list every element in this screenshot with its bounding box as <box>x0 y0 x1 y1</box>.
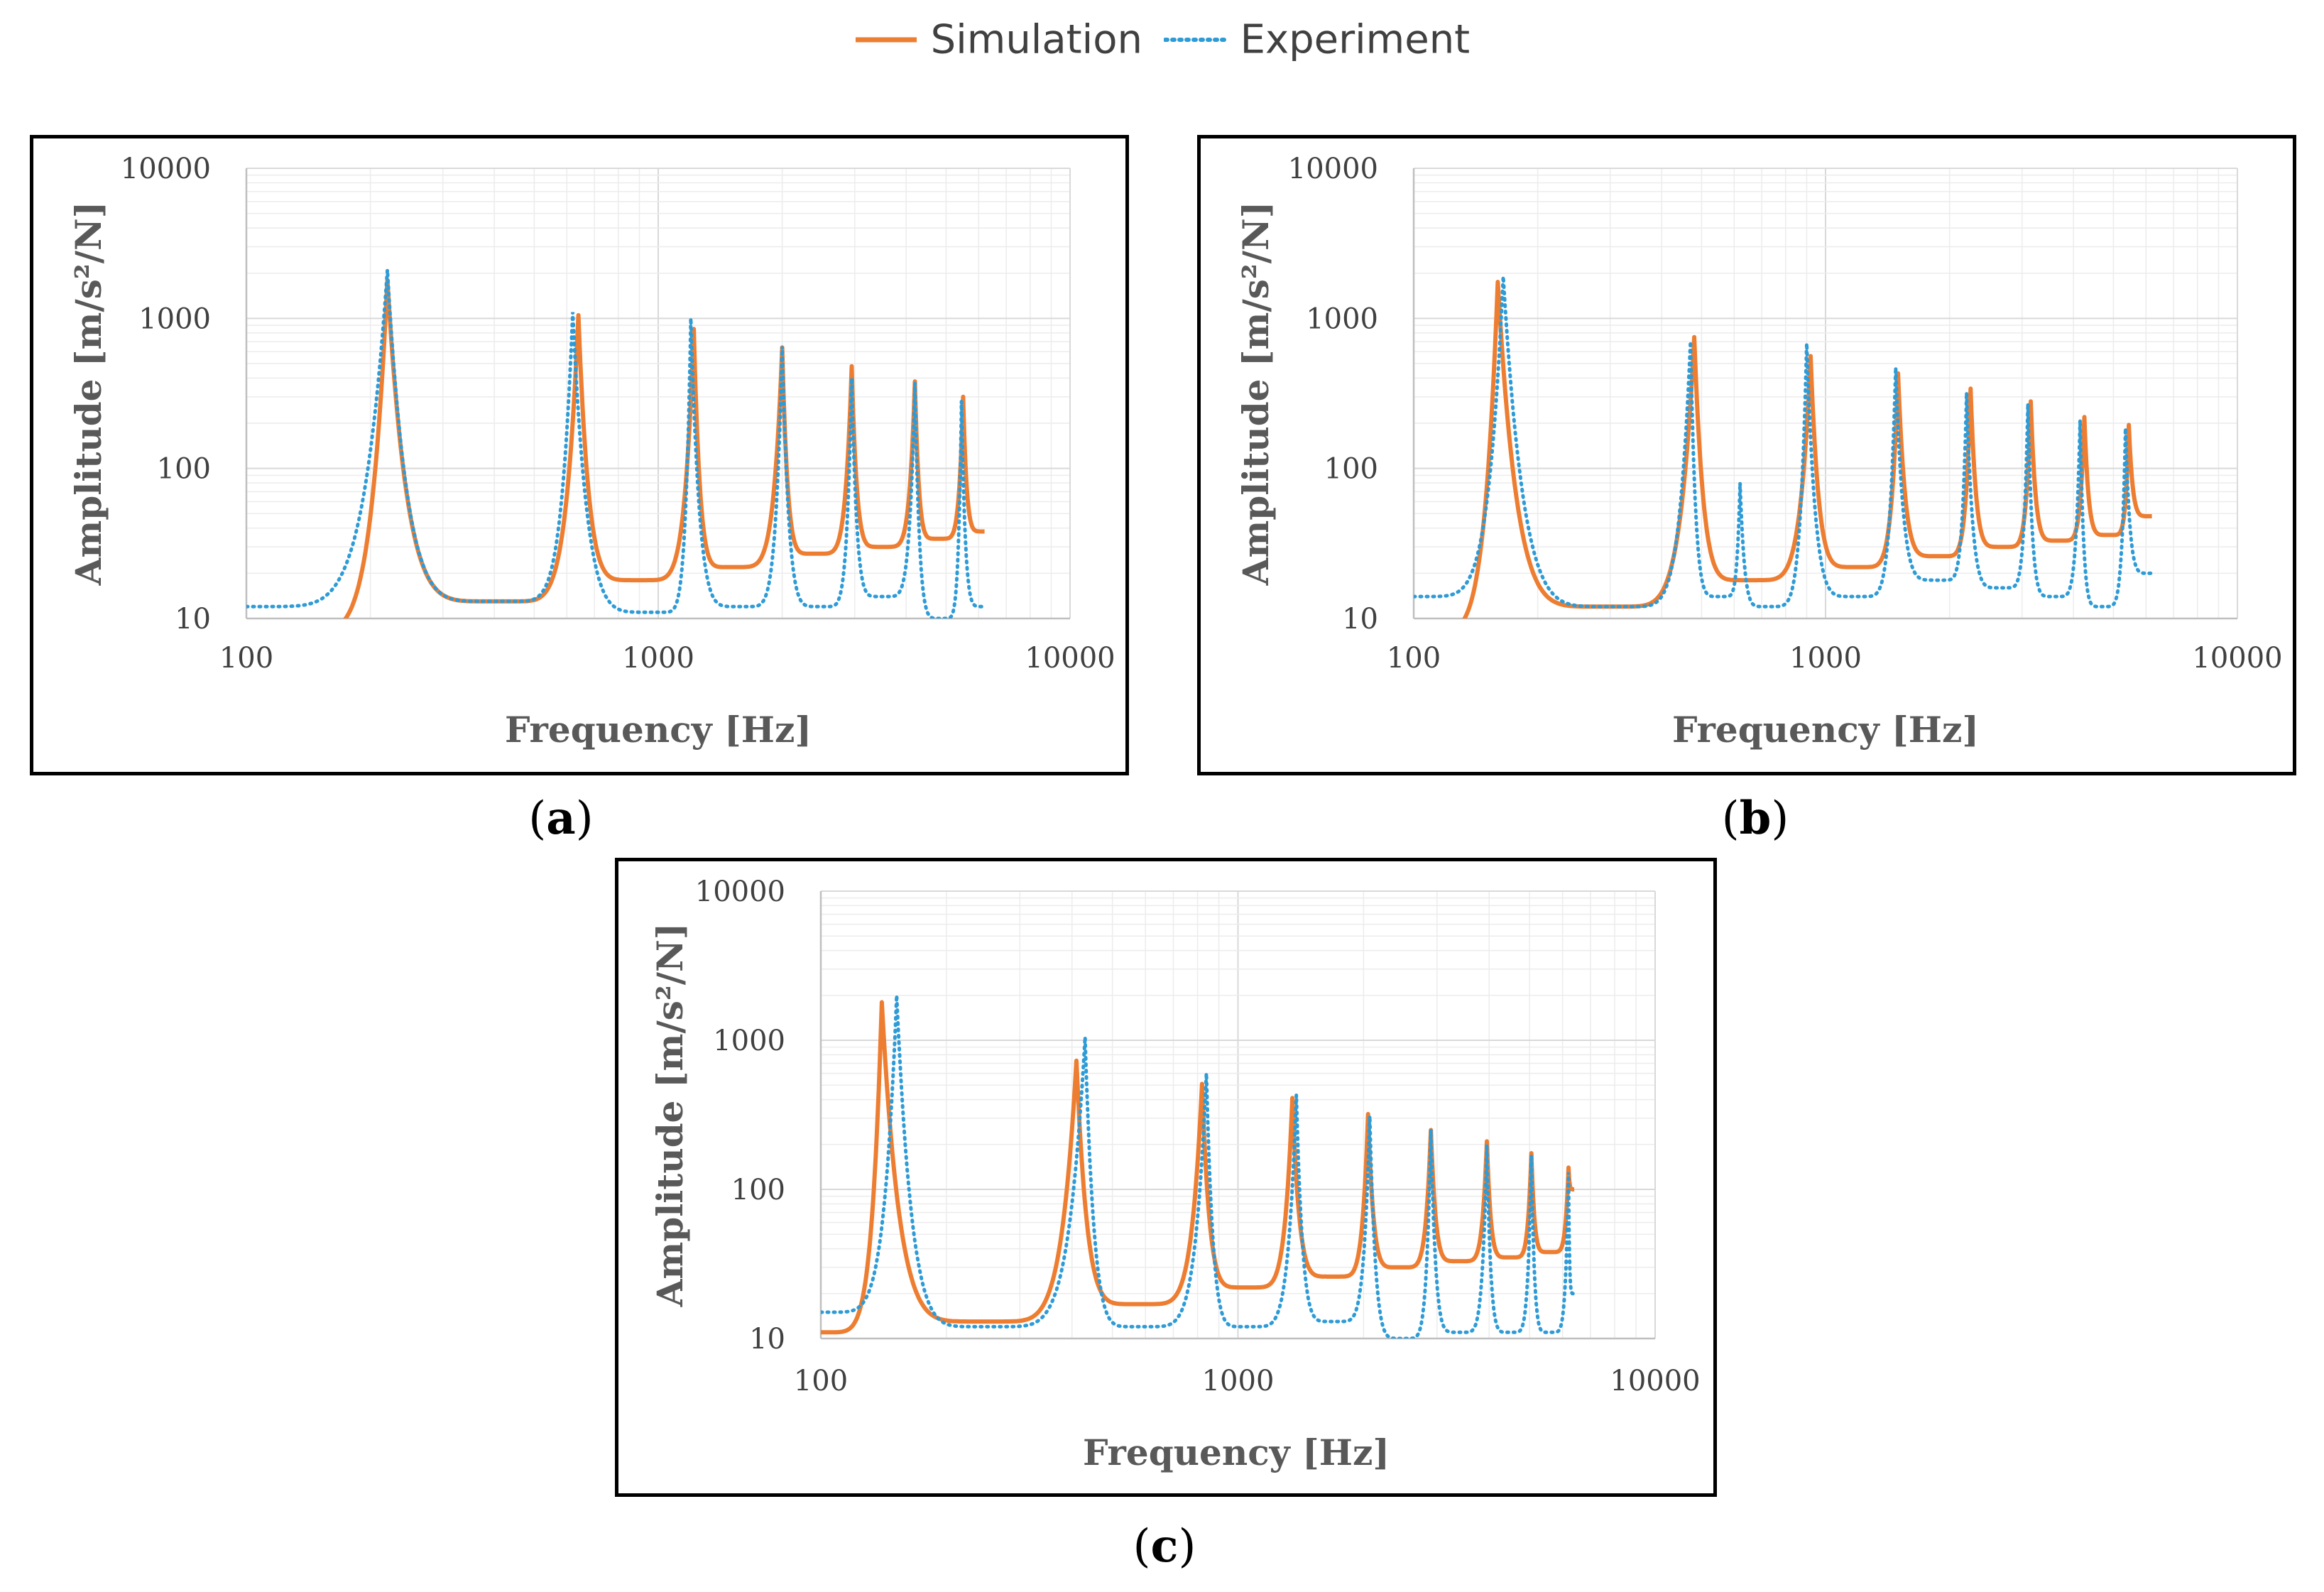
x-tick-label: 10000 <box>1025 642 1115 675</box>
series-experiment-line <box>1414 276 2154 609</box>
chart-c-svg: 10 100 1000 10000 100 1000 10000 Frequency [Hz]… <box>649 876 1701 1473</box>
legend-experiment: Experiment <box>1162 14 1471 63</box>
y-tick-label: 10000 <box>695 876 785 908</box>
panel-label-c: (c) <box>1133 1520 1196 1573</box>
series-simulation-line <box>1462 280 2154 618</box>
x-tick-label: 100 <box>1387 642 1441 675</box>
y-tick-label: 10000 <box>121 153 211 185</box>
panel-label-b: (b) <box>1721 792 1789 845</box>
legend-experiment-label: Experiment <box>1240 16 1471 63</box>
y-axis-title: Amplitude [m/s²/N] <box>649 923 691 1308</box>
series-experiment-line <box>246 270 987 618</box>
y-tick-label: 1000 <box>138 302 211 335</box>
panel-label-a: (a) <box>528 792 594 845</box>
chart-panel-a: 10 100 1000 10000 100 1000 10000 Frequency [Hz]… <box>30 135 1129 775</box>
y-tick-label: 1000 <box>713 1025 785 1057</box>
y-tick-label: 100 <box>157 453 211 486</box>
legend-simulation: Simulation <box>854 14 1142 62</box>
x-tick-label: 1000 <box>1202 1365 1275 1397</box>
y-tick-label: 10000 <box>1288 153 1378 185</box>
x-axis-title: Frequency [Hz] <box>1672 709 1979 751</box>
y-tick-label: 1000 <box>1306 302 1378 335</box>
x-tick-label: 100 <box>794 1365 848 1397</box>
x-tick-label: 1000 <box>622 642 694 675</box>
legend-simulation-line-icon <box>855 37 917 43</box>
grid-c <box>820 890 1656 1339</box>
x-axis-title: Frequency [Hz] <box>1083 1432 1390 1473</box>
series-experiment-line <box>821 995 1576 1339</box>
y-axis-title: Amplitude [m/s²/N] <box>67 202 109 587</box>
x-tick-label: 10000 <box>2192 642 2282 675</box>
y-axis-title: Amplitude [m/s²/N] <box>1235 202 1277 587</box>
x-axis-title: Frequency [Hz] <box>505 709 812 751</box>
y-tick-label: 10 <box>749 1323 785 1356</box>
x-tick-label: 100 <box>219 642 273 675</box>
legend-simulation-label: Simulation <box>930 16 1142 63</box>
chart-b-svg: 10 100 1000 10000 100 1000 10000 Frequency [Hz]… <box>1235 153 2283 751</box>
legend-experiment-line-icon <box>1162 37 1228 42</box>
series-simulation-line <box>821 1000 1576 1335</box>
y-tick-label: 10 <box>175 603 211 636</box>
y-tick-label: 100 <box>1324 453 1378 486</box>
x-tick-label: 1000 <box>1789 642 1862 675</box>
chart-panel-b: 10 100 1000 10000 100 1000 10000 Frequency [Hz]… <box>1197 135 2296 775</box>
grid-a <box>246 168 1071 619</box>
x-tick-label: 10000 <box>1610 1365 1700 1397</box>
y-tick-label: 100 <box>731 1174 785 1206</box>
legend: Simulation Experiment <box>0 13 2324 62</box>
y-tick-label: 10 <box>1342 603 1378 636</box>
chart-panel-c: 10 100 1000 10000 100 1000 10000 Frequency [Hz]… <box>615 858 1717 1497</box>
